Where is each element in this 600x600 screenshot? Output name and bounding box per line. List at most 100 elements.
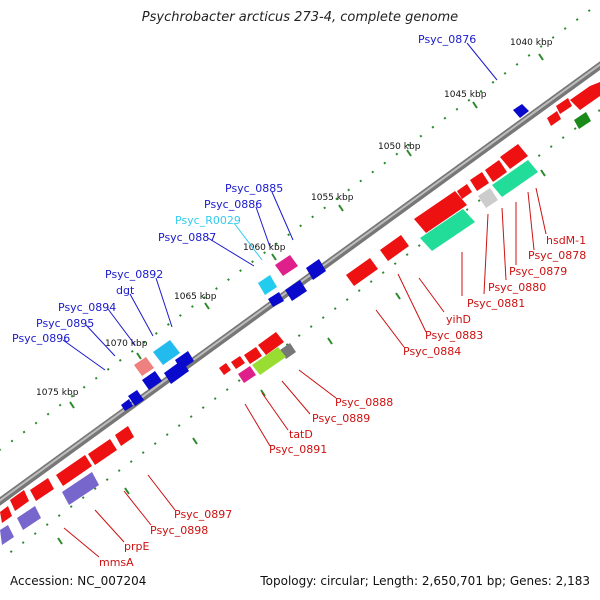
gene-psyc-0894[interactable] — [134, 357, 154, 376]
gene-purple[interactable] — [0, 525, 14, 545]
gene-red[interactable] — [244, 347, 262, 364]
gene-label-psyc-0889[interactable]: Psyc_0889 — [312, 412, 370, 425]
gene-psyc-0892[interactable] — [153, 340, 180, 365]
gene-red[interactable] — [10, 490, 29, 511]
gene-label-hsdm-1[interactable]: hsdM-1 — [546, 234, 586, 247]
minus-gene-labels: hsdM-1 Psyc_0878 Psyc_0879 Psyc_0880 Psy… — [99, 234, 586, 569]
gene-label-psyc-0885[interactable]: Psyc_0885 — [225, 182, 283, 195]
gene-psyc-0887[interactable] — [285, 280, 307, 301]
leader-line — [244, 403, 271, 447]
gene-psyc-0884[interactable] — [380, 235, 409, 261]
leader-line — [63, 527, 100, 558]
plus-strand-genes — [121, 104, 529, 411]
gene-psyc-0879[interactable] — [470, 172, 489, 191]
leader-line — [147, 474, 176, 511]
gene-psyc-r0029[interactable] — [258, 275, 277, 295]
gene-red[interactable] — [258, 332, 284, 355]
gene-label-dgt[interactable]: dgt — [116, 284, 135, 297]
gene-label-psyc-0886[interactable]: Psyc_0886 — [204, 198, 262, 211]
gene-psyc-0880[interactable] — [492, 160, 538, 197]
leader-line — [466, 42, 498, 81]
gene-psyc-0889[interactable] — [252, 347, 286, 375]
kbp-tick — [406, 149, 412, 157]
leader-line — [129, 293, 154, 337]
gene-label-psyc-r0029[interactable]: Psyc_R0029 — [175, 214, 241, 227]
gene-psyc-0878[interactable] — [485, 160, 507, 182]
gene-label-mmsa[interactable]: mmsA — [99, 556, 134, 569]
gene-psyc-0897[interactable] — [88, 439, 117, 465]
kbp-label: 1055 kbp — [311, 193, 354, 203]
gene-psyc-0895[interactable] — [142, 371, 162, 390]
leader-line — [375, 309, 405, 348]
minus-strand-genes — [0, 82, 600, 545]
gene-red[interactable] — [0, 506, 12, 523]
gene-label-psyc-0897[interactable]: Psyc_0897 — [174, 508, 232, 521]
gene-psyc-0885[interactable] — [306, 259, 326, 280]
leader-line — [281, 380, 311, 415]
gene-red[interactable] — [547, 111, 561, 126]
gene-psyc-0898[interactable] — [56, 455, 92, 486]
gene-red[interactable] — [346, 258, 378, 286]
gene-psyc-0886[interactable] — [275, 255, 298, 276]
gene-psyc-0883[interactable] — [420, 209, 475, 251]
kbp-ticks: 1040 kbp 1045 kbp 1050 kbp 1055 kbp 1060… — [36, 38, 553, 545]
gene-blue-c[interactable] — [164, 360, 189, 384]
gene-small-blue[interactable] — [268, 292, 284, 307]
gene-red[interactable] — [570, 82, 600, 110]
gene-label-psyc-0879[interactable]: Psyc_0879 — [509, 265, 567, 278]
gene-red[interactable] — [457, 184, 472, 199]
leader-line — [94, 509, 125, 543]
leader-line — [271, 191, 294, 241]
gene-yihd[interactable] — [414, 191, 467, 233]
gene-label-psyc-0887[interactable]: Psyc_0887 — [158, 231, 216, 244]
gene-label-tatd[interactable]: tatD — [289, 428, 313, 441]
gene-purple[interactable] — [17, 506, 41, 530]
gene-label-psyc-0880[interactable]: Psyc_0880 — [488, 281, 546, 294]
genome-summary-text: Topology: circular; Length: 2,650,701 bp… — [260, 574, 590, 588]
gene-psyc-0896[interactable] — [128, 390, 144, 406]
gene-tatd[interactable] — [238, 366, 256, 383]
gene-hsdm-1[interactable] — [500, 144, 528, 169]
gene-label-psyc-0878[interactable]: Psyc_0878 — [528, 249, 586, 262]
gene-mmsa[interactable] — [62, 472, 99, 505]
leader-line — [233, 222, 263, 261]
gene-small-blue-2[interactable] — [121, 399, 133, 411]
gene-label-psyc-0884[interactable]: Psyc_0884 — [403, 345, 461, 358]
gene-label-psyc-0891[interactable]: Psyc_0891 — [269, 443, 327, 456]
gene-psyc-0881[interactable] — [478, 188, 498, 208]
kbp-label: 1075 kbp — [36, 388, 79, 398]
kbp-label: 1060 kbp — [243, 243, 286, 253]
gene-label-psyc-0892[interactable]: Psyc_0892 — [105, 268, 163, 281]
leader-line — [207, 237, 255, 267]
leader-line — [527, 191, 535, 251]
gene-green[interactable] — [574, 112, 591, 129]
gene-red[interactable] — [219, 363, 231, 375]
gene-label-psyc-0888[interactable]: Psyc_0888 — [335, 396, 393, 409]
gene-label-psyc-0876[interactable]: Psyc_0876 — [418, 33, 476, 46]
gene-label-psyc-0898[interactable]: Psyc_0898 — [150, 524, 208, 537]
gene-label-psyc-0894[interactable]: Psyc_0894 — [58, 301, 116, 314]
kbp-tick — [260, 389, 266, 397]
gene-label-psyc-0895[interactable]: Psyc_0895 — [36, 317, 94, 330]
gene-label-psyc-0881[interactable]: Psyc_0881 — [467, 297, 525, 310]
gene-label-prpe[interactable]: prpE — [124, 540, 149, 553]
gene-red[interactable] — [231, 356, 245, 369]
leader-line — [261, 392, 289, 431]
plus-gene-labels: Psyc_0876 Psyc_0885 Psyc_0886 Psyc_R0029… — [12, 33, 476, 345]
gene-red[interactable] — [556, 98, 572, 114]
gene-label-yihd[interactable]: yihD — [446, 313, 471, 326]
kbp-label: 1040 kbp — [510, 38, 553, 48]
kbp-tick — [538, 53, 544, 61]
leader-line — [155, 277, 173, 328]
kbp-label: 1050 kbp — [378, 142, 421, 152]
gene-label-psyc-0883[interactable]: Psyc_0883 — [425, 329, 483, 342]
outer-scale-track — [0, 9, 591, 451]
gene-label-psyc-0896[interactable]: Psyc_0896 — [12, 332, 70, 345]
gene-prpe[interactable] — [30, 478, 54, 501]
kbp-tick — [57, 537, 63, 545]
gene-psyc-0876[interactable] — [513, 104, 529, 118]
leader-line — [255, 206, 271, 248]
leader-line — [483, 213, 489, 295]
gene-red[interactable] — [115, 426, 134, 446]
